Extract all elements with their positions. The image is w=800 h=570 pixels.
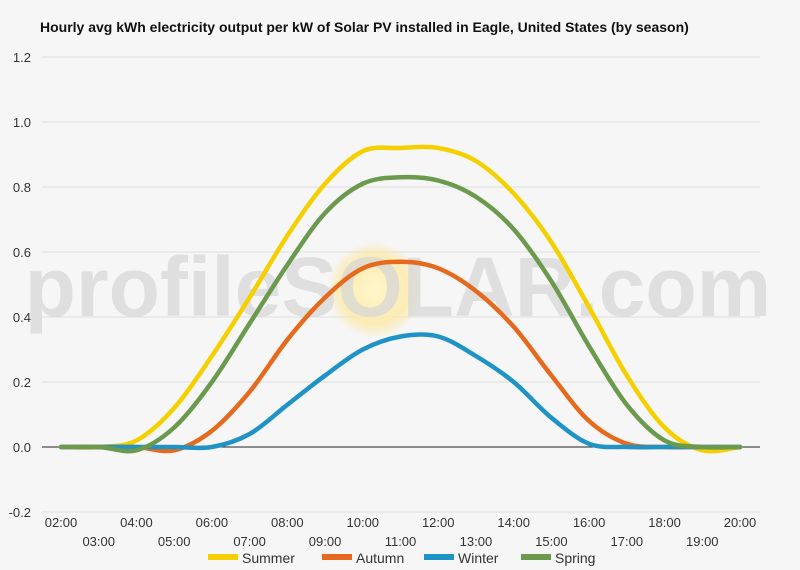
legend-swatch-autumn bbox=[322, 554, 352, 560]
series-line-spring bbox=[58, 174, 743, 454]
y-tick-label: 1.2 bbox=[13, 50, 31, 65]
x-tick-label: 02:00 bbox=[45, 515, 78, 530]
legend-swatch-spring bbox=[521, 554, 551, 560]
legend-swatch-winter bbox=[424, 554, 454, 560]
x-tick-label: 17:00 bbox=[611, 534, 644, 549]
series-line-summer bbox=[58, 144, 743, 454]
x-tick-label: 16:00 bbox=[573, 515, 606, 530]
x-tick-label: 04:00 bbox=[120, 515, 153, 530]
chart-title: Hourly avg kWh electricity output per kW… bbox=[40, 19, 689, 35]
legend: Summer Autumn Winter Spring bbox=[208, 550, 595, 566]
y-tick-label: -0.2 bbox=[9, 505, 31, 520]
x-tick-label: 13:00 bbox=[460, 534, 493, 549]
series-line-autumn bbox=[58, 259, 743, 454]
y-tick-label: 0.2 bbox=[13, 375, 31, 390]
y-tick-label: 0.6 bbox=[13, 245, 31, 260]
y-tick-label: 0.4 bbox=[13, 310, 31, 325]
x-tick-label: 03:00 bbox=[82, 534, 115, 549]
watermark: profileSOLAR.com bbox=[25, 240, 772, 338]
x-tick-label: 11:00 bbox=[385, 534, 417, 549]
legend-label-winter: Winter bbox=[458, 550, 499, 566]
x-tick-label: 12:00 bbox=[422, 515, 455, 530]
x-tick-label: 18:00 bbox=[648, 515, 681, 530]
x-tick-label: 14:00 bbox=[497, 515, 530, 530]
x-tick-label: 08:00 bbox=[271, 515, 304, 530]
y-tick-label: 0.0 bbox=[13, 440, 31, 455]
legend-label-summer: Summer bbox=[242, 550, 295, 566]
series-line-winter bbox=[58, 332, 743, 451]
x-tick-label: 06:00 bbox=[196, 515, 229, 530]
x-tick-label: 19:00 bbox=[686, 534, 719, 549]
x-tick-label: 10:00 bbox=[347, 515, 380, 530]
x-tick-label: 15:00 bbox=[535, 534, 568, 549]
watermark-sun-icon bbox=[327, 242, 423, 338]
y-tick-label: 1.0 bbox=[13, 115, 31, 130]
x-tick-label: 07:00 bbox=[233, 534, 266, 549]
legend-label-spring: Spring bbox=[555, 550, 595, 566]
x-tick-label: 09:00 bbox=[309, 534, 342, 549]
y-tick-label: 0.8 bbox=[13, 180, 31, 195]
legend-swatch-summer bbox=[208, 554, 238, 560]
x-tick-label: 20:00 bbox=[724, 515, 757, 530]
watermark-text: profileSOLAR.com bbox=[25, 240, 772, 334]
legend-label-autumn: Autumn bbox=[356, 550, 404, 566]
x-tick-label: 05:00 bbox=[158, 534, 191, 549]
